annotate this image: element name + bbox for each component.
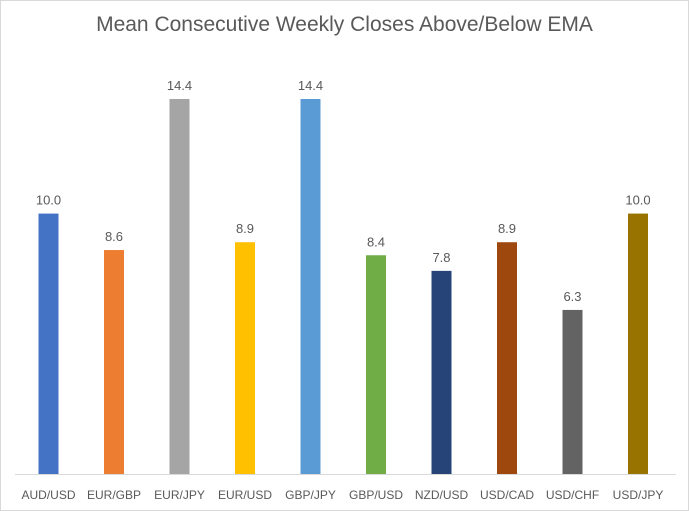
data-label: 8.6 — [105, 229, 123, 244]
bar — [38, 213, 59, 475]
data-label: 7.8 — [432, 250, 450, 265]
bar — [169, 99, 190, 474]
x-tick-label: EUR/USD — [218, 488, 272, 502]
bar — [104, 250, 124, 474]
bar — [431, 270, 452, 474]
bar — [562, 309, 583, 474]
x-tick-label: EUR/GBP — [87, 488, 141, 502]
data-label: 14.4 — [167, 78, 192, 93]
bar — [366, 255, 386, 474]
data-label: 10.0 — [36, 193, 61, 208]
data-label: 14.4 — [298, 78, 323, 93]
x-tick-label: GBP/JPY — [285, 488, 336, 502]
data-label: 8.9 — [498, 221, 516, 236]
x-tick-label: USD/JPY — [613, 488, 664, 502]
bar — [300, 99, 321, 474]
x-tick-label: NZD/USD — [415, 488, 469, 502]
x-tick-label: USD/CHF — [546, 488, 599, 502]
data-label: 8.4 — [367, 234, 385, 249]
x-tick-label: GBP/USD — [349, 488, 403, 502]
bar — [235, 242, 255, 474]
x-tick-label: EUR/JPY — [154, 488, 205, 502]
x-tick-label: AUD/USD — [21, 488, 75, 502]
x-tick-label: USD/CAD — [480, 488, 534, 502]
chart-title: Mean Consecutive Weekly Closes Above/Bel… — [96, 13, 593, 36]
data-label: 8.9 — [236, 221, 254, 236]
bar — [628, 213, 648, 475]
bar — [497, 242, 517, 474]
data-label: 10.0 — [625, 193, 650, 208]
data-label: 6.3 — [563, 289, 581, 304]
